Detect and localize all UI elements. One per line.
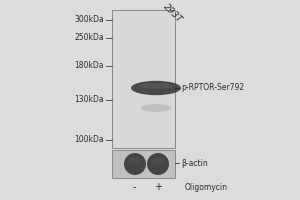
Text: 293T: 293T [162, 2, 184, 24]
Ellipse shape [151, 157, 165, 165]
Text: -: - [132, 182, 136, 192]
Text: 180kDa: 180kDa [74, 62, 104, 71]
Bar [112, 150, 175, 178]
Text: 300kDa: 300kDa [74, 16, 104, 24]
Ellipse shape [141, 104, 171, 112]
Text: 250kDa: 250kDa [74, 33, 104, 43]
Text: Oligomycin: Oligomycin [185, 182, 228, 192]
Text: 130kDa: 130kDa [74, 96, 104, 104]
Ellipse shape [139, 83, 173, 89]
Ellipse shape [128, 157, 142, 165]
Bar [112, 10, 175, 148]
Ellipse shape [147, 153, 169, 175]
Text: p-RPTOR-Ser792: p-RPTOR-Ser792 [181, 84, 244, 92]
Ellipse shape [131, 81, 181, 95]
Text: β-actin: β-actin [181, 158, 208, 168]
Text: 100kDa: 100kDa [74, 136, 104, 144]
Ellipse shape [124, 153, 146, 175]
Text: +: + [154, 182, 162, 192]
